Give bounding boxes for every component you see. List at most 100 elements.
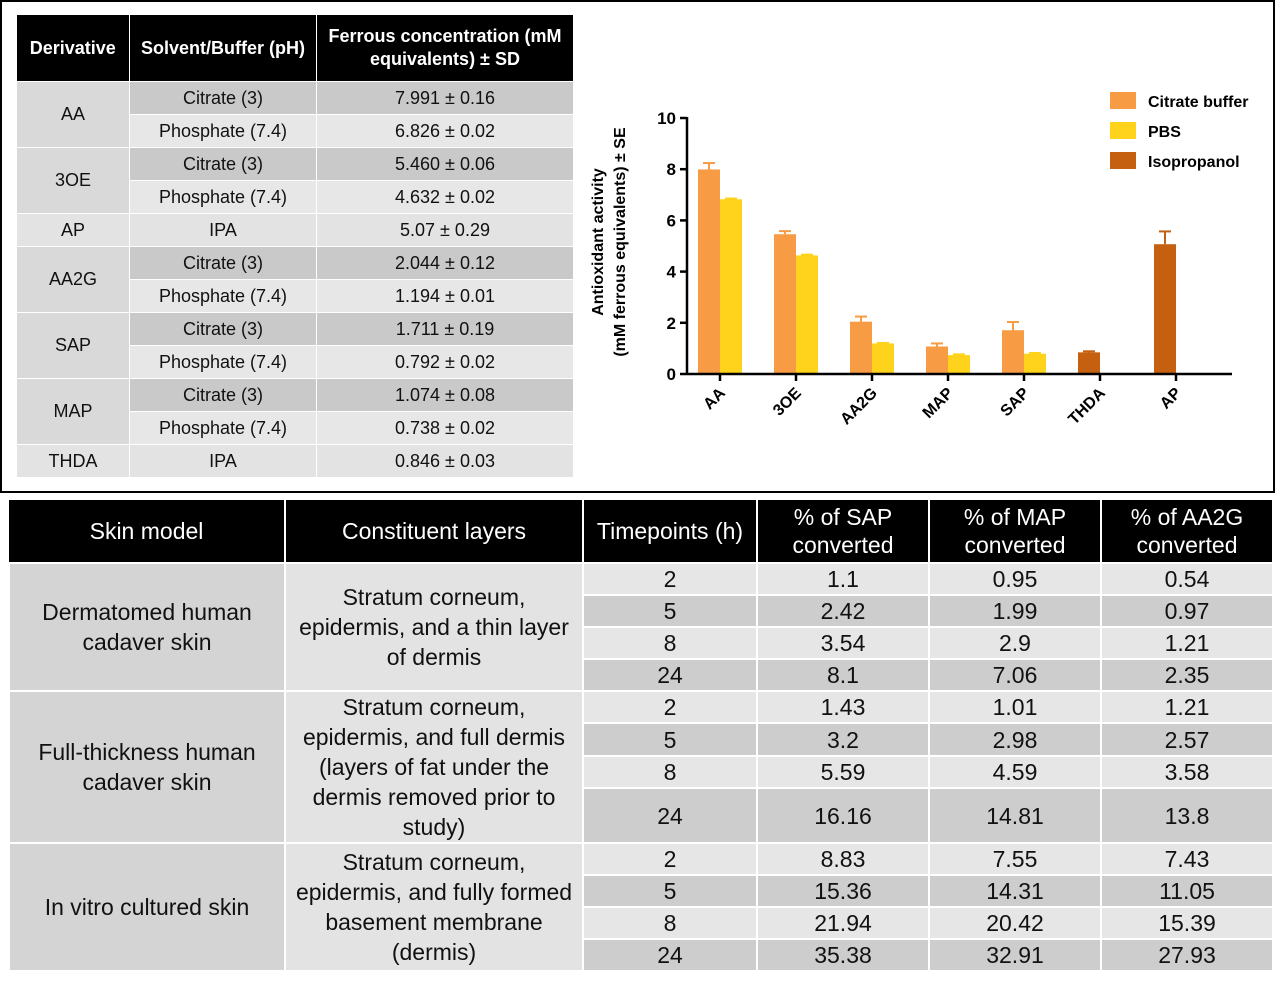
table-row: SAP Citrate (3) 1.711 ± 0.19: [16, 312, 574, 379]
map-converted-cell: 1.99: [928, 594, 1102, 628]
table-row: AA Citrate (3) 7.991 ± 0.16: [16, 81, 574, 148]
x-tick-label: AP: [1157, 385, 1185, 413]
constituent-layers-cell: Stratum corneum, epidermis, and fully fo…: [284, 842, 584, 972]
aa2g-converted-cell: 13.8: [1100, 787, 1274, 844]
timepoint-cell: 5: [582, 722, 758, 757]
map-converted-cell: 7.55: [928, 842, 1102, 876]
timepoint-cell: 2: [582, 689, 758, 725]
value-cell: 6.826 ± 0.02: [316, 114, 574, 148]
value-cell: 7.991 ± 0.16: [316, 81, 574, 115]
timepoint-cell: 8: [582, 754, 758, 790]
ferrous-concentration-table: Derivative Solvent/Buffer (pH) Ferrous c…: [16, 15, 574, 478]
aa2g-converted-cell: 0.97: [1100, 594, 1274, 628]
sap-converted-cell: 3.2: [756, 722, 930, 757]
table-row: 24 16.16 14.81 13.8: [9, 787, 1274, 844]
bar: [1024, 353, 1046, 374]
solvent-cell: Phosphate (7.4): [129, 345, 317, 379]
value-cell: 1.074 ± 0.08: [316, 378, 574, 412]
table-row: AA2G Citrate (3) 2.044 ± 0.12: [16, 246, 574, 313]
map-converted-cell: 7.06: [928, 658, 1102, 692]
map-converted-cell: 1.01: [928, 689, 1102, 725]
table-header-row: Skin model Constituent layers Timepoints…: [9, 500, 1274, 563]
sap-converted-cell: 1.1: [756, 562, 930, 596]
x-tick-label: MAP: [920, 385, 957, 422]
aa2g-converted-cell: 0.54: [1100, 562, 1274, 596]
y-tick-label: 4: [667, 263, 677, 282]
header-ferrous-concentration: Ferrous concentration (mM equivalents) ±…: [316, 15, 574, 82]
table-row: 24 8.1 7.06 2.35: [9, 658, 1274, 692]
aa2g-converted-cell: 27.93: [1100, 938, 1274, 972]
y-tick-label: 10: [657, 109, 676, 128]
sap-converted-cell: 21.94: [756, 906, 930, 940]
y-tick-label: 8: [667, 160, 676, 179]
table-row: 5 2.42 1.99 0.97: [9, 594, 1274, 628]
x-tick-label: SAP: [998, 385, 1034, 421]
bar: [948, 355, 970, 374]
sap-converted-cell: 3.54: [756, 626, 930, 660]
solvent-cell: Phosphate (7.4): [129, 180, 317, 214]
y-tick-label: 2: [667, 314, 676, 333]
table-row: 5 15.36 14.31 11.05: [9, 874, 1274, 908]
derivative-cell: AA: [16, 81, 130, 148]
legend-swatch: [1110, 152, 1136, 169]
solvent-cell: Citrate (3): [129, 312, 317, 346]
y-axis-label-line1: Antioxidant activity: [590, 168, 607, 316]
value-cell: 0.846 ± 0.03: [316, 444, 574, 478]
table-row: 5 3.2 2.98 2.57: [9, 722, 1274, 757]
aa2g-converted-cell: 15.39: [1100, 906, 1274, 940]
header-timepoints: Timepoints (h): [583, 500, 758, 563]
table-row: 8 5.59 4.59 3.58: [9, 754, 1274, 790]
bar: [850, 321, 872, 374]
legend-label: PBS: [1148, 124, 1181, 141]
header-sap-converted: % of SAP converted: [757, 500, 930, 563]
value-cell: 1.194 ± 0.01: [316, 279, 574, 313]
table-row: Dermatomed human cadaver skin Stratum cor…: [8, 562, 1274, 692]
y-axis-ticks: 0 2 4 6 8 10: [657, 109, 687, 384]
bar: [1002, 330, 1024, 374]
table-row: MAP Citrate (3) 1.074 ± 0.08: [16, 378, 574, 445]
sap-converted-cell: 8.1: [756, 658, 930, 692]
timepoint-cell: 2: [582, 842, 758, 876]
derivative-cell: SAP: [16, 312, 130, 379]
map-converted-cell: 32.91: [928, 938, 1102, 972]
x-tick-label: AA: [700, 384, 729, 413]
bar: [720, 199, 742, 374]
bar: [796, 255, 818, 374]
bar: [698, 169, 720, 374]
value-cell: 5.07 ± 0.29: [316, 213, 574, 247]
map-converted-cell: 2.9: [928, 626, 1102, 660]
skin-conversion-table: Skin model Constituent layers Timepoints…: [8, 500, 1274, 972]
aa2g-converted-cell: 1.21: [1100, 626, 1274, 660]
value-cell: 0.738 ± 0.02: [316, 411, 574, 445]
table-row: Phosphate (7.4) 0.792 ± 0.02: [17, 345, 574, 379]
bar: [1154, 244, 1176, 374]
table-row: 24 35.38 32.91 27.93: [9, 938, 1274, 972]
solvent-cell: Citrate (3): [129, 147, 317, 181]
aa2g-converted-cell: 3.58: [1100, 754, 1274, 790]
table-row: 3OE Citrate (3) 5.460 ± 0.06: [16, 147, 574, 214]
y-tick-label: 0: [667, 365, 676, 384]
sap-converted-cell: 8.83: [756, 842, 930, 876]
top-panel: Derivative Solvent/Buffer (pH) Ferrous c…: [0, 0, 1275, 493]
skin-model-cell: In vitro cultured skin: [8, 842, 286, 972]
aa2g-converted-cell: 2.57: [1100, 722, 1274, 757]
skin-model-cell: Dermatomed human cadaver skin: [8, 562, 286, 692]
bars: [698, 162, 1176, 374]
sap-converted-cell: 2.42: [756, 594, 930, 628]
table-header-row: Derivative Solvent/Buffer (pH) Ferrous c…: [16, 15, 574, 82]
timepoint-cell: 8: [582, 626, 758, 660]
value-cell: 0.792 ± 0.02: [316, 345, 574, 379]
aa2g-converted-cell: 2.35: [1100, 658, 1274, 692]
timepoint-cell: 2: [582, 562, 758, 596]
map-converted-cell: 0.95: [928, 562, 1102, 596]
table-row: THDA IPA 0.846 ± 0.03: [16, 444, 574, 478]
x-tick-label: THDA: [1065, 384, 1109, 428]
map-converted-cell: 14.31: [928, 874, 1102, 908]
legend-label: Isopropanol: [1148, 154, 1240, 171]
y-tick-label: 6: [667, 211, 676, 230]
x-axis-labels: AA 3OE AA2G MAP SAP THDA AP: [700, 374, 1185, 428]
header-skin-model: Skin model: [9, 500, 286, 563]
solvent-cell: IPA: [129, 213, 317, 247]
header-solvent: Solvent/Buffer (pH): [129, 15, 317, 82]
legend-swatch: [1110, 92, 1136, 109]
